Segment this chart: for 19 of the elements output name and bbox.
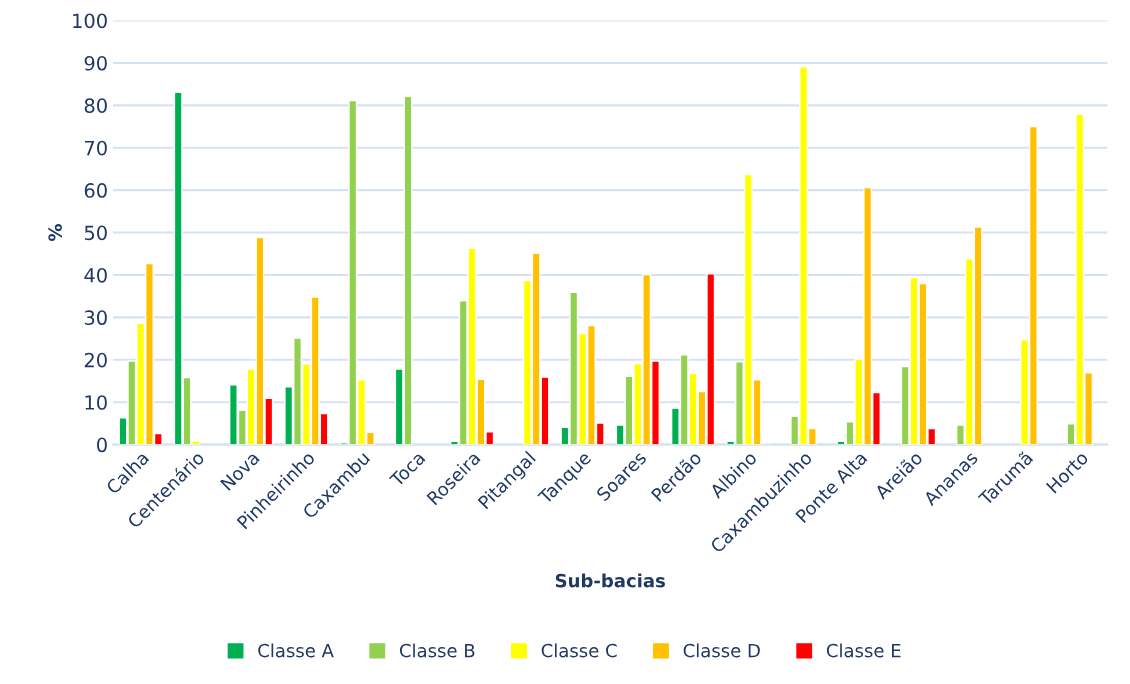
y-tick-label: 100 <box>73 13 107 29</box>
y-tick-label: 20 <box>84 352 107 368</box>
legend-label: Classe B <box>399 643 475 658</box>
x-axis-title: Sub-bacias <box>555 573 665 588</box>
y-tick-label: 70 <box>84 140 107 156</box>
y-tick-label: 30 <box>84 310 107 326</box>
legend-label: Classe A <box>258 643 334 658</box>
y-tick-label: 80 <box>84 98 107 113</box>
y-tick-label: 50 <box>84 225 107 241</box>
legend-label: Classe D <box>683 643 760 658</box>
y-tick-label: 0 <box>97 437 107 453</box>
y-tick-label: 60 <box>84 183 107 198</box>
y-tick-label: 90 <box>84 55 107 71</box>
y-tick-label: 10 <box>85 395 107 410</box>
x-tick-label: Toca <box>388 451 426 488</box>
y-axis-title: % <box>48 224 62 242</box>
y-tick-label: 40 <box>84 267 107 283</box>
legend-label: Classe E <box>826 643 901 658</box>
legend-label: Classe C <box>541 643 617 658</box>
